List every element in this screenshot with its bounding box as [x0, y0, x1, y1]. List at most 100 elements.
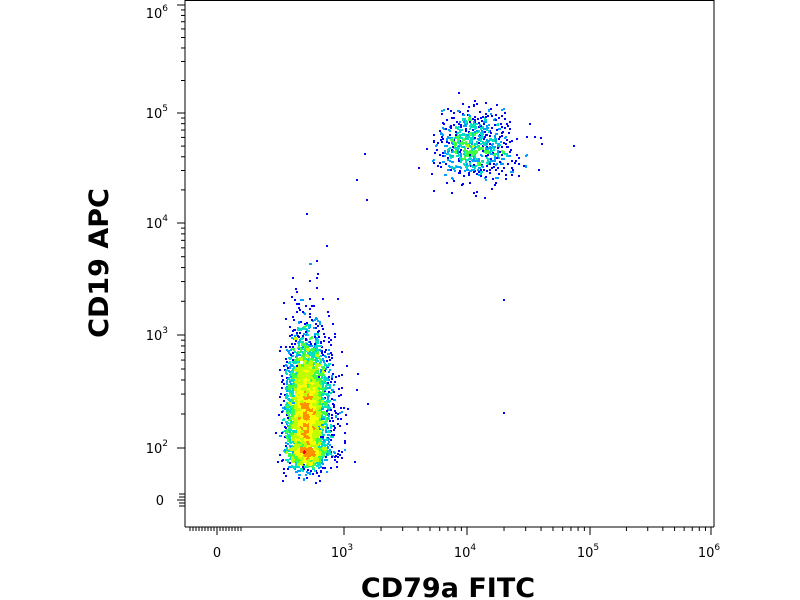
event-dot	[469, 115, 471, 117]
event-dot	[476, 151, 478, 153]
event-dot	[526, 154, 528, 156]
event-dot	[426, 148, 428, 150]
event-dot	[307, 324, 309, 326]
event-dot	[437, 142, 439, 144]
event-dot	[296, 365, 298, 367]
event-dot	[317, 372, 319, 374]
event-dot	[331, 354, 333, 356]
event-dot	[322, 434, 324, 436]
event-dot	[322, 408, 324, 410]
event-dot	[479, 167, 481, 169]
event-dot	[469, 156, 471, 158]
event-dot	[330, 439, 332, 441]
event-dot	[468, 158, 470, 160]
event-dot	[447, 157, 449, 159]
event-dot	[474, 147, 476, 149]
event-dot	[321, 450, 323, 452]
event-dot	[330, 426, 332, 428]
event-dot	[330, 409, 332, 411]
event-dot	[310, 380, 312, 382]
event-dot	[301, 378, 303, 380]
event-dot	[298, 344, 300, 346]
event-dot	[306, 329, 308, 331]
event-dot	[315, 323, 317, 325]
event-dot	[341, 387, 343, 389]
event-dot	[316, 404, 318, 406]
event-dot	[503, 108, 505, 110]
event-dot	[281, 411, 283, 413]
event-dot	[307, 462, 309, 464]
event-dot	[305, 360, 307, 362]
event-dot	[331, 417, 333, 419]
event-dot	[308, 326, 310, 328]
event-dot	[317, 460, 319, 462]
event-dot	[300, 329, 302, 331]
event-dot	[450, 169, 452, 171]
event-dot	[322, 467, 324, 469]
event-dot	[315, 426, 317, 428]
event-dot	[323, 398, 325, 400]
event-dot	[300, 414, 302, 416]
event-dot	[306, 370, 308, 372]
event-dot	[303, 357, 305, 359]
event-dot	[321, 350, 323, 352]
event-dot	[327, 431, 329, 433]
event-dot	[296, 303, 298, 305]
event-dot	[283, 400, 285, 402]
event-dot	[330, 352, 332, 354]
event-dot	[300, 419, 302, 421]
event-dot	[328, 363, 330, 365]
event-dot	[317, 427, 319, 429]
event-dot	[324, 336, 326, 338]
event-dot	[332, 389, 334, 391]
event-dot	[356, 389, 358, 391]
event-dot	[506, 155, 508, 157]
event-dot	[482, 116, 484, 118]
event-dot	[291, 417, 293, 419]
event-dot	[300, 382, 302, 384]
event-dot	[327, 365, 329, 367]
event-dot	[312, 367, 314, 369]
event-dot	[315, 340, 317, 342]
x-axis-title: CD79a FITC	[361, 573, 535, 600]
event-dot	[291, 425, 293, 427]
event-dot	[499, 136, 501, 138]
event-dot	[286, 383, 288, 385]
event-dot	[491, 150, 493, 152]
event-dot	[506, 153, 508, 155]
event-dot	[303, 414, 305, 416]
event-dot	[296, 357, 298, 359]
event-dot	[341, 457, 343, 459]
event-dot	[476, 130, 478, 132]
event-dot	[281, 432, 283, 434]
event-dot	[321, 366, 323, 368]
event-dot	[315, 327, 317, 329]
event-dot	[316, 363, 318, 365]
event-dot	[319, 480, 321, 482]
event-dot	[472, 133, 474, 135]
x-tick-label: 103	[331, 543, 353, 561]
event-dot	[317, 320, 319, 322]
event-dot	[316, 472, 318, 474]
event-dot	[289, 437, 291, 439]
event-dot	[301, 416, 303, 418]
event-dot	[505, 174, 507, 176]
event-dot	[296, 338, 298, 340]
event-dot	[317, 368, 319, 370]
event-dot	[510, 171, 512, 173]
event-dot	[488, 109, 490, 111]
event-dot	[305, 368, 307, 370]
event-dot	[286, 402, 288, 404]
event-dot	[491, 127, 493, 129]
event-dot	[287, 438, 289, 440]
event-dot	[467, 134, 469, 136]
event-dot	[293, 319, 295, 321]
event-dot	[465, 151, 467, 153]
event-dot	[294, 388, 296, 390]
event-dot	[297, 454, 299, 456]
event-dot	[469, 128, 471, 130]
event-dot	[480, 154, 482, 156]
event-dot	[328, 409, 330, 411]
event-dot	[345, 414, 347, 416]
event-dot	[306, 477, 308, 479]
